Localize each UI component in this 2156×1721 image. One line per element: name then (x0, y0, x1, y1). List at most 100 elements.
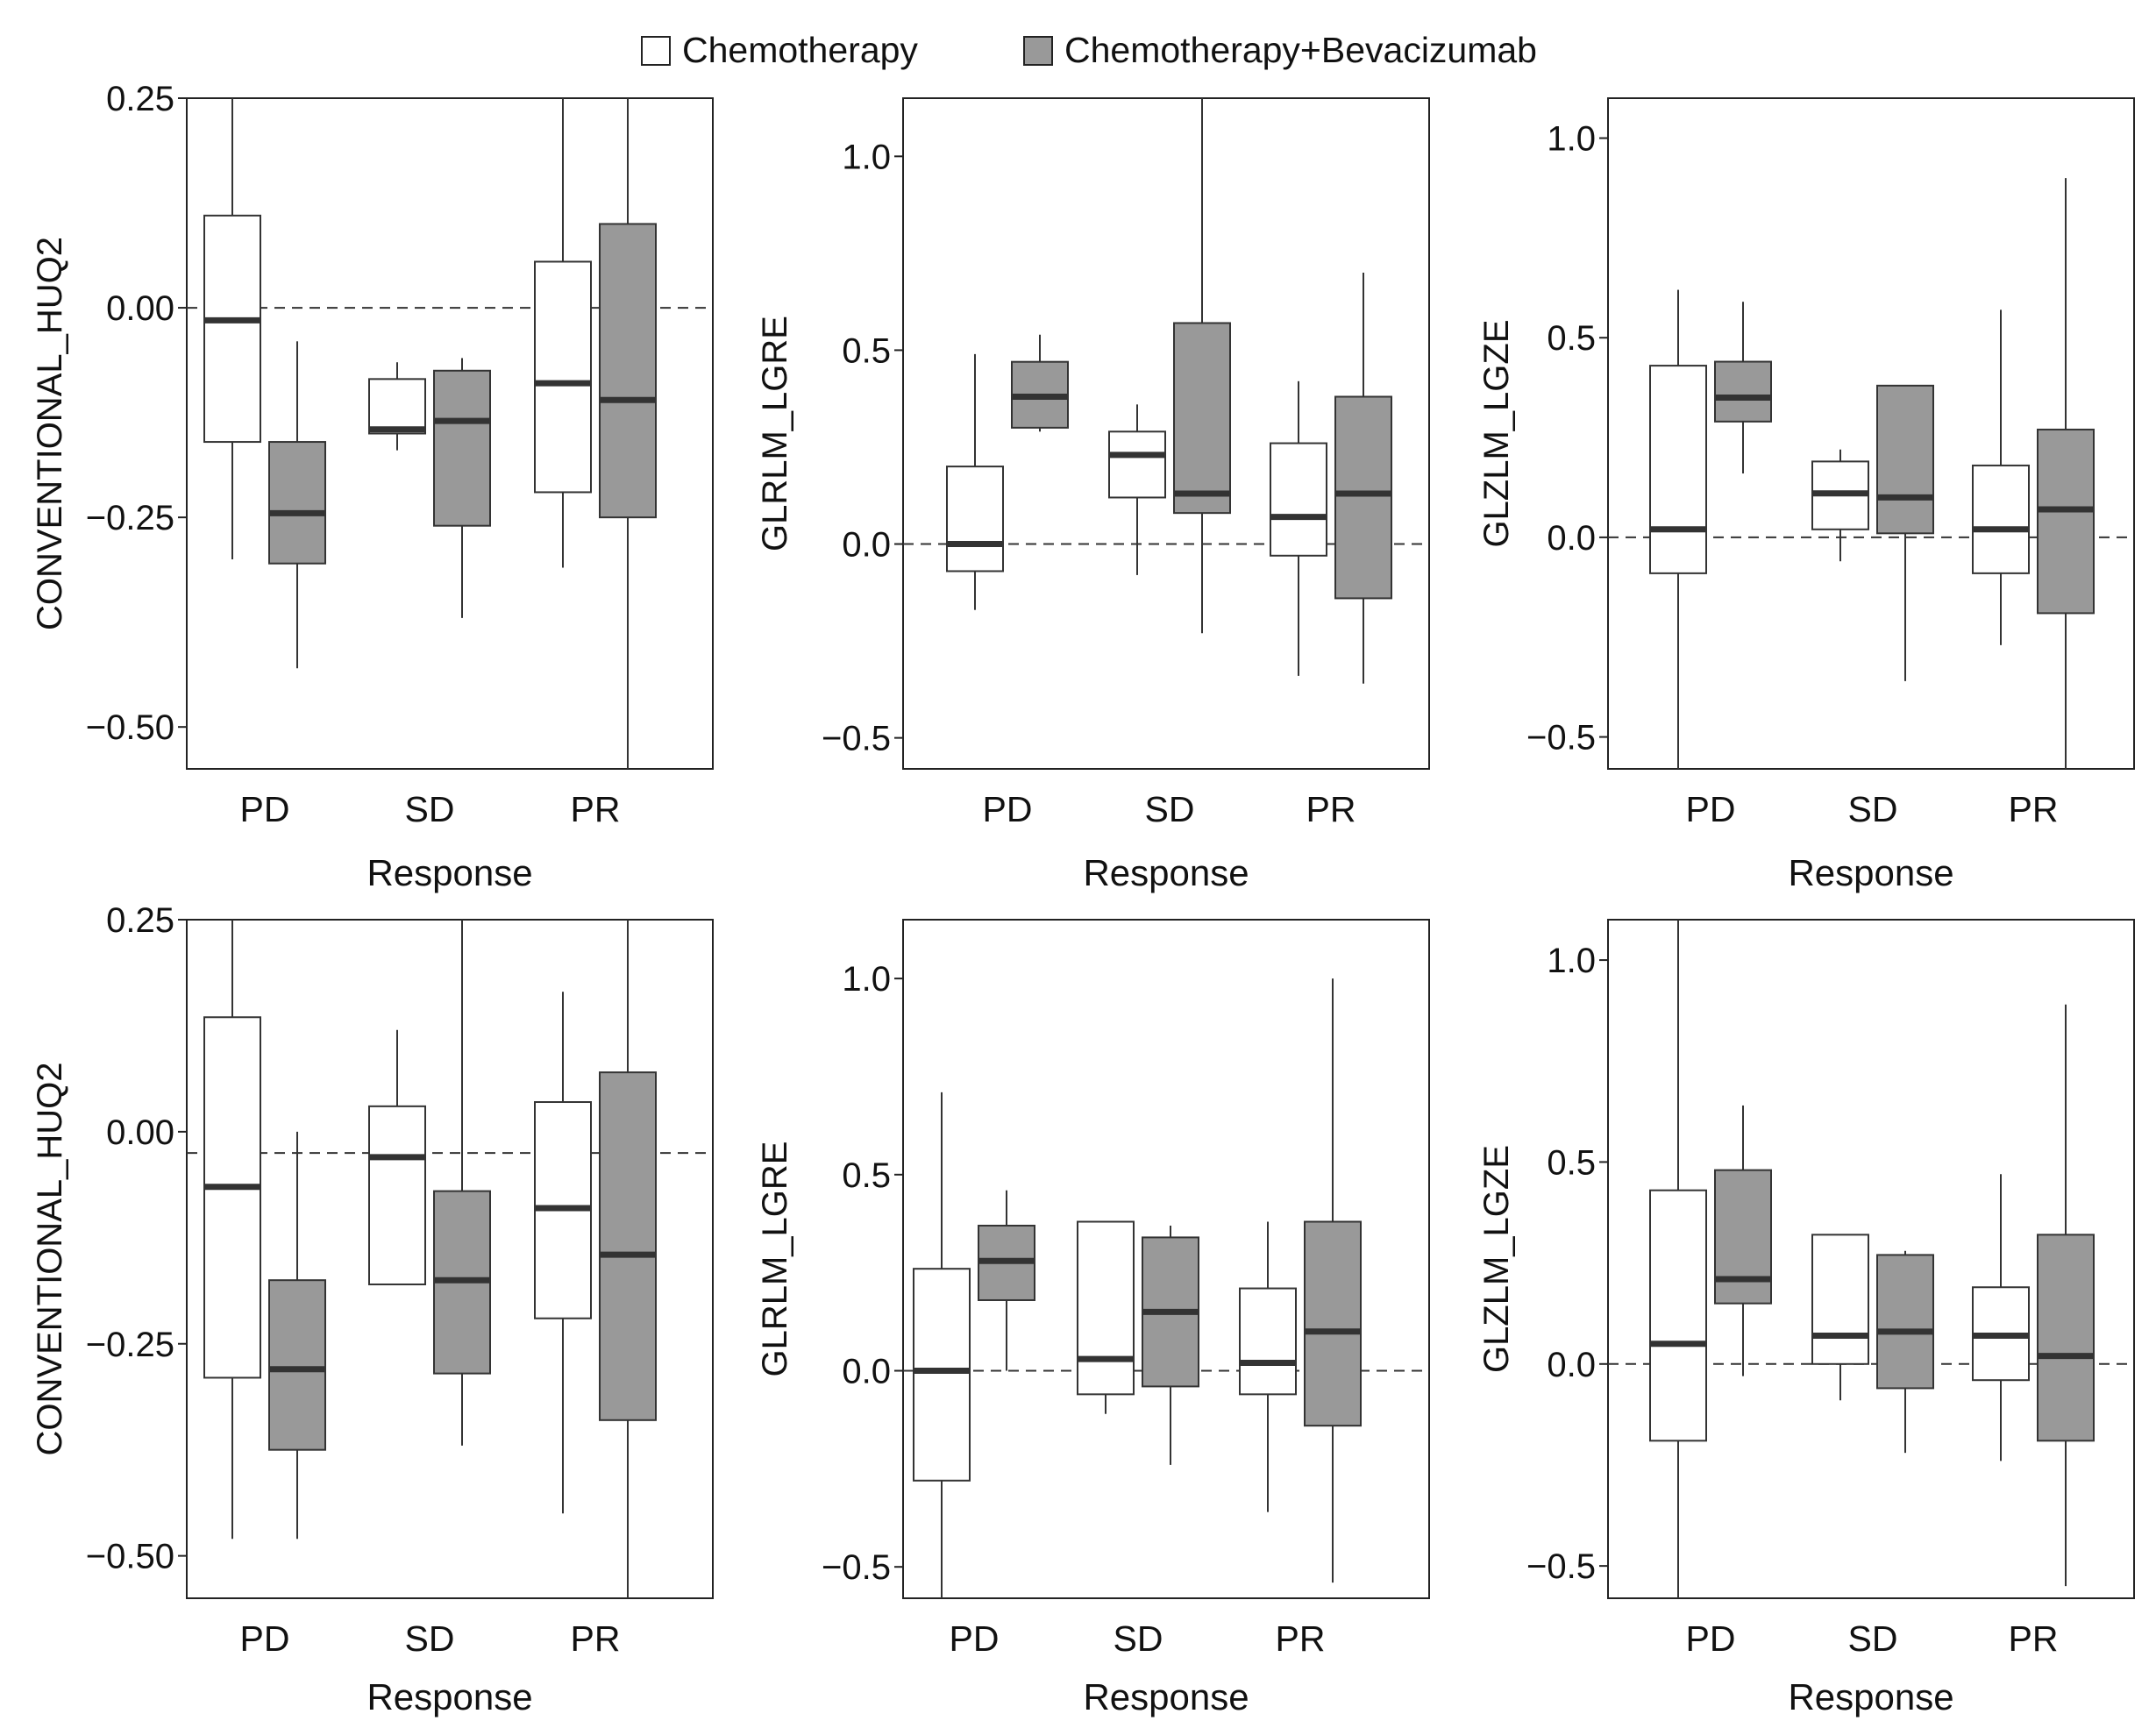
x-tick-label: PR (571, 789, 621, 829)
plot-frame (1607, 919, 2135, 1599)
box-body (913, 1268, 971, 1482)
box-chemotherapy-bevacizumab-sd (1876, 1250, 1934, 1454)
box-body (433, 369, 491, 527)
y-tick-label: 0.5 (1547, 319, 1596, 358)
box-body (1714, 1169, 1772, 1305)
y-axis-title: CONVENTIONAL_HUQ2 (31, 237, 69, 630)
x-tick-label: SD (1848, 789, 1898, 829)
box-body (599, 223, 657, 519)
y-tick-label: −0.5 (1526, 1547, 1596, 1586)
x-axis-title: Response (1083, 1676, 1249, 1717)
box-chemotherapy-bevacizumab-pd (1011, 334, 1069, 432)
x-tick-label: SD (405, 1618, 455, 1659)
box-chemotherapy-pd (913, 1092, 971, 1598)
legend-label-chemotherapy-bevacizumab: Chemotherapy+Bevacizumab (1064, 30, 1537, 70)
y-tick-label: 0.25 (106, 901, 174, 940)
box-body (1972, 464, 2030, 574)
plot-frame (186, 919, 714, 1599)
y-axis-title: GLZLM_LGZE (1477, 319, 1516, 547)
y-axis-title: GLRLM_LGRE (756, 316, 794, 551)
box-chemotherapy-bevacizumab-pd (268, 341, 326, 669)
box-chemotherapy-bevacizumab-pd (268, 1131, 326, 1540)
legend-label-chemotherapy: Chemotherapy (682, 30, 918, 70)
box-chemotherapy-bevacizumab-pr (599, 98, 657, 769)
y-axis-title: GLRLM_LGRE (756, 1141, 794, 1377)
legend-swatch-chemotherapy (641, 36, 671, 66)
box-body (203, 214, 261, 444)
box-body (1239, 1287, 1297, 1396)
box-body (1108, 430, 1166, 499)
y-tick-label: 1.0 (842, 138, 891, 176)
box-chemotherapy-sd (1811, 449, 1869, 562)
box-chemotherapy-bevacizumab-sd (1142, 1225, 1199, 1465)
box-chemotherapy-pr (1972, 309, 2030, 645)
box-chemotherapy-bevacizumab-pr (599, 920, 657, 1598)
y-tick-label: 0.0 (842, 1353, 891, 1391)
box-body (1811, 1234, 1869, 1365)
y-tick-label: 0.00 (106, 289, 174, 328)
y-tick-label: 0.5 (1547, 1143, 1596, 1182)
box-body (368, 1105, 426, 1286)
box-body (946, 466, 1004, 572)
legend-swatch-chemotherapy-bevacizumab (1023, 36, 1053, 66)
x-tick-label: PR (571, 1618, 621, 1659)
box-body (2037, 1234, 2095, 1442)
box-chemotherapy-pr (534, 98, 592, 568)
x-tick-label: PR (2009, 1618, 2059, 1659)
box-body (1876, 384, 1934, 535)
box-chemotherapy-bevacizumab-pr (1334, 272, 1392, 684)
y-tick-label: 0.25 (106, 80, 174, 118)
box-body (1714, 360, 1772, 423)
x-tick-label: SD (405, 789, 455, 829)
x-tick-label: PD (950, 1618, 1000, 1659)
box-body (203, 1016, 261, 1379)
box-chemotherapy-bevacizumab-sd (433, 358, 491, 618)
y-tick-label: −0.25 (86, 1326, 174, 1364)
x-tick-label: PR (1306, 789, 1356, 829)
box-chemotherapy-bevacizumab-pd (978, 1190, 1035, 1371)
box-chemotherapy-sd (1108, 404, 1166, 575)
legend: Chemotherapy Chemotherapy+Bevacizumab (641, 30, 1537, 70)
x-tick-label: SD (1848, 1618, 1898, 1659)
box-chemotherapy-pr (1972, 1174, 2030, 1461)
box-body (1876, 1254, 1934, 1390)
box-chemotherapy-pr (534, 992, 592, 1514)
panel-4: 0.25 0.00 −0.25 −0.50 PD SD PR Response CONVENTI… (31, 901, 714, 1717)
box-body (1173, 322, 1231, 515)
x-tick-label: PD (240, 789, 290, 829)
box-chemotherapy-bevacizumab-pr (2037, 178, 2095, 769)
box-chemotherapy-pd (946, 353, 1004, 610)
box-body (534, 260, 592, 494)
box-body (1649, 1189, 1707, 1442)
y-tick-label: −0.5 (1526, 719, 1596, 757)
box-chemotherapy-pr (1270, 380, 1327, 676)
y-tick-label: 0.0 (842, 526, 891, 565)
x-tick-label: PD (1686, 789, 1736, 829)
box-chemotherapy-sd (1811, 1234, 1869, 1401)
box-chemotherapy-pd (203, 920, 261, 1540)
y-tick-label: 0.00 (106, 1113, 174, 1152)
x-tick-label: PD (1686, 1618, 1736, 1659)
x-tick-label: PD (983, 789, 1033, 829)
box-body (368, 378, 426, 435)
y-tick-label: −0.50 (86, 708, 174, 747)
box-chemotherapy-pd (203, 98, 261, 559)
y-tick-label: 0.0 (1547, 519, 1596, 558)
x-tick-label: SD (1114, 1618, 1163, 1659)
y-tick-label: −0.5 (822, 1548, 891, 1587)
box-body (1270, 442, 1327, 557)
box-chemotherapy-bevacizumab-sd (1173, 98, 1231, 634)
box-chemotherapy-pd (1649, 289, 1707, 769)
x-axis-title: Response (1788, 852, 1953, 893)
box-body (599, 1071, 657, 1421)
box-chemotherapy-pr (1239, 1221, 1297, 1512)
box-chemotherapy-bevacizumab-sd (433, 920, 491, 1446)
panel-6: 1.0 0.5 0.0 −0.5 PD SD PR Response GLZLM_LGZE (1477, 919, 2135, 1717)
box-chemotherapy-pd (1649, 920, 1707, 1598)
box-chemotherapy-bevacizumab-pr (1304, 978, 1362, 1583)
box-chemotherapy-sd (368, 1029, 426, 1286)
y-tick-label: −0.25 (86, 499, 174, 537)
box-chemotherapy-bevacizumab-pd (1714, 302, 1772, 474)
x-tick-label: PD (240, 1618, 290, 1659)
